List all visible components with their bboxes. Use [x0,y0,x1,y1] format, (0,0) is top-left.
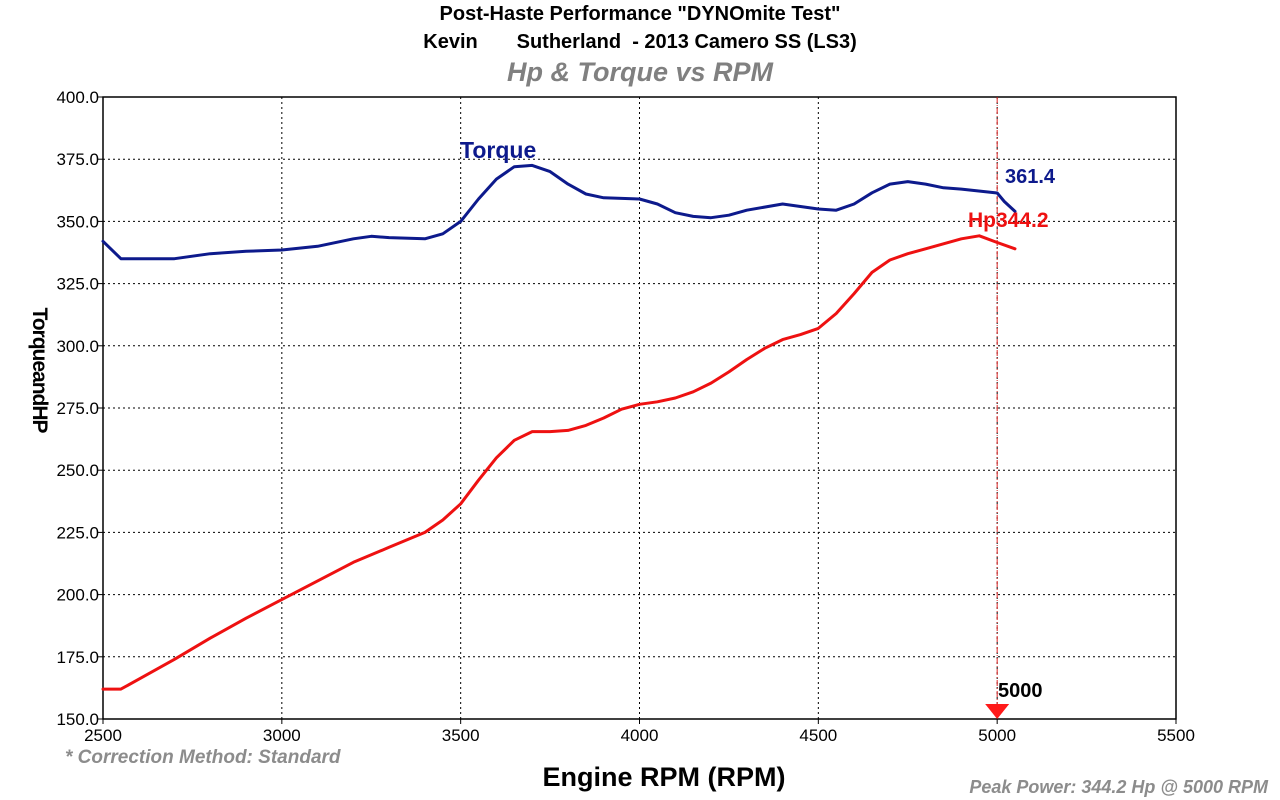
y-tick-label: 225.0 [56,523,99,542]
y-tick-label: 350.0 [56,212,99,231]
y-tick-label: 325.0 [56,275,99,294]
hp-line [101,234,1017,691]
rpm-cursor-marker [985,704,1010,719]
y-axis-title: TorqueandHP [28,307,51,433]
torque-line [101,163,1017,261]
y-tick-label: 300.0 [56,337,99,356]
x-tick-label: 3500 [442,726,480,745]
y-tick-label: 250.0 [56,461,99,480]
chart-title-line-1: Post-Haste Performance "DYNOmite Test" [439,3,841,25]
x-tick-label: 2500 [84,726,122,745]
peak-power-note: Peak Power: 344.2 Hp @ 5000 RPM [969,777,1268,797]
x-tick-label: 3000 [263,726,301,745]
cursor-rpm-label: 5000 [998,680,1043,702]
x-tick-label: 5000 [978,726,1016,745]
torque-peak-value: 361.4 [1005,166,1056,188]
correction-method-note: * Correction Method: Standard [65,747,341,768]
y-tick-label: 400.0 [56,88,99,107]
chart-subtitle: Hp & Torque vs RPM [506,57,774,87]
torque-series-label: Torque [460,137,536,163]
y-tick-label: 375.0 [56,150,99,169]
x-tick-label: 5500 [1157,726,1195,745]
y-tick-label: 175.0 [56,648,99,667]
x-tick-label: 4500 [799,726,837,745]
x-tick-label: 4000 [621,726,659,745]
hp-peak-value: Hp344.2 [968,209,1049,232]
chart-title-line-2: Kevin Sutherland - 2013 Camero SS (LS3) [423,31,857,53]
y-tick-label: 150.0 [56,710,99,729]
y-tick-label: 275.0 [56,399,99,418]
y-tick-label: 200.0 [56,586,99,605]
x-axis-title: Engine RPM (RPM) [543,762,786,792]
